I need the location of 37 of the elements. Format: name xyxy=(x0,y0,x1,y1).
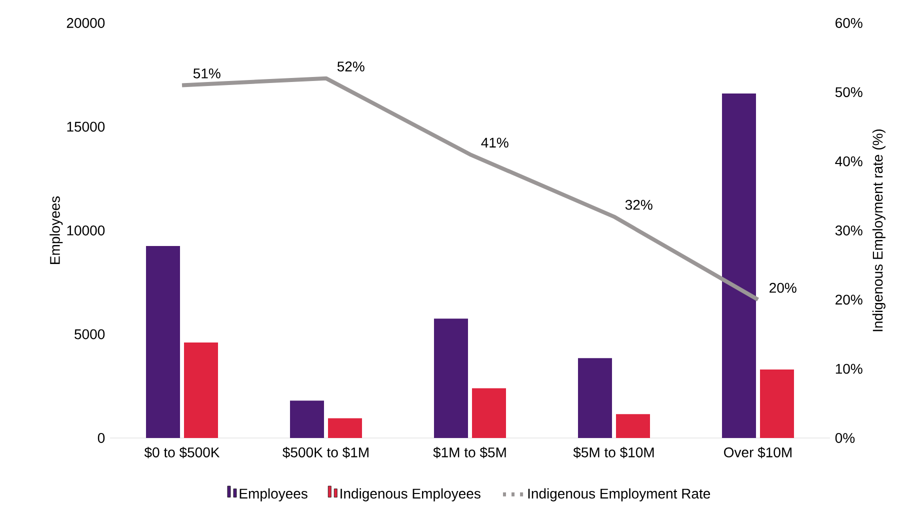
x-tick-label: $0 to $500K xyxy=(144,446,220,458)
bar xyxy=(578,358,612,438)
y-tick-label: 10000 xyxy=(67,226,105,236)
y2-tick-label: 10% xyxy=(836,364,862,374)
y2-tick-label: 0% xyxy=(835,433,855,443)
y2-axis-title: Indigenous Employment rate (%) xyxy=(872,129,886,332)
bar xyxy=(616,414,650,438)
data-label: 51% xyxy=(193,68,220,78)
y2-tick-label: 40% xyxy=(835,156,862,166)
bar xyxy=(434,318,468,438)
x-tick-label: $500K to $1M xyxy=(282,446,368,458)
bar xyxy=(146,246,180,438)
bar xyxy=(290,400,324,438)
data-label: 32% xyxy=(625,200,652,210)
y-axis-title: Employees xyxy=(50,196,63,264)
data-label: 41% xyxy=(481,138,508,148)
data-label: 20% xyxy=(770,282,796,293)
bar xyxy=(472,388,506,438)
x-tick-label: $5M to $10M xyxy=(573,446,654,458)
x-tick-label: Over $10M xyxy=(724,446,792,458)
y-tick-label: 5000 xyxy=(74,329,105,340)
x-tick-label: $1M to $5M xyxy=(433,446,506,458)
y-tick-label: 20000 xyxy=(66,18,105,28)
bar xyxy=(760,370,794,438)
data-label: 52% xyxy=(337,62,364,72)
y-tick-label: 0 xyxy=(98,433,105,443)
bar xyxy=(184,342,218,438)
bar xyxy=(722,94,756,438)
y-tick-label: 15000 xyxy=(67,122,105,132)
y2-tick-label: 20% xyxy=(836,294,862,305)
legend-label: Indigenous Employment Rate xyxy=(528,488,710,502)
y2-tick-label: 60% xyxy=(836,18,862,28)
bar xyxy=(328,418,362,438)
y2-tick-label: 30% xyxy=(835,226,862,236)
legend-label: Employees xyxy=(240,488,308,502)
legend-label: Indigenous Employees xyxy=(340,488,480,502)
y2-tick-label: 50% xyxy=(835,87,862,98)
